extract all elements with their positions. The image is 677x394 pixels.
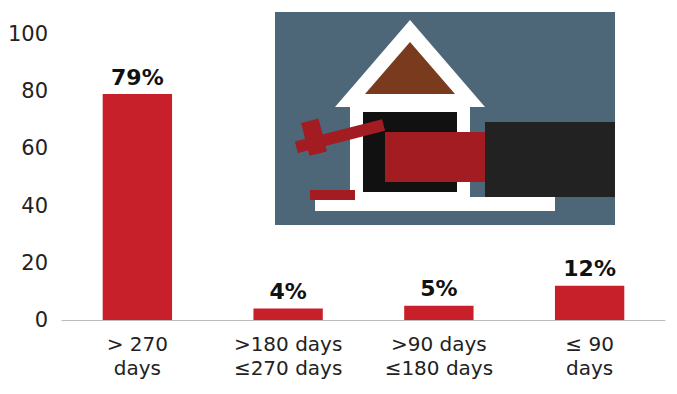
svg-text:60: 60 bbox=[21, 136, 48, 160]
svg-text:12%: 12% bbox=[563, 256, 616, 281]
svg-text:> 270: > 270 bbox=[107, 332, 168, 356]
svg-text:days: days bbox=[566, 356, 613, 380]
svg-text:79%: 79% bbox=[111, 65, 164, 90]
svg-text:>180 days: >180 days bbox=[234, 332, 343, 356]
svg-text:5%: 5% bbox=[420, 276, 457, 301]
svg-text:20: 20 bbox=[21, 251, 48, 275]
svg-text:0: 0 bbox=[35, 308, 48, 332]
svg-text:100: 100 bbox=[8, 22, 48, 46]
svg-text:80: 80 bbox=[21, 79, 48, 103]
svg-text:≤ 90: ≤ 90 bbox=[565, 332, 614, 356]
svg-text:days: days bbox=[114, 356, 161, 380]
svg-text:40: 40 bbox=[21, 194, 48, 218]
svg-text:≤270 days: ≤270 days bbox=[234, 356, 343, 380]
svg-text:≤180 days: ≤180 days bbox=[385, 356, 494, 380]
svg-text:>90 days: >90 days bbox=[391, 332, 487, 356]
svg-text:4%: 4% bbox=[269, 279, 306, 304]
